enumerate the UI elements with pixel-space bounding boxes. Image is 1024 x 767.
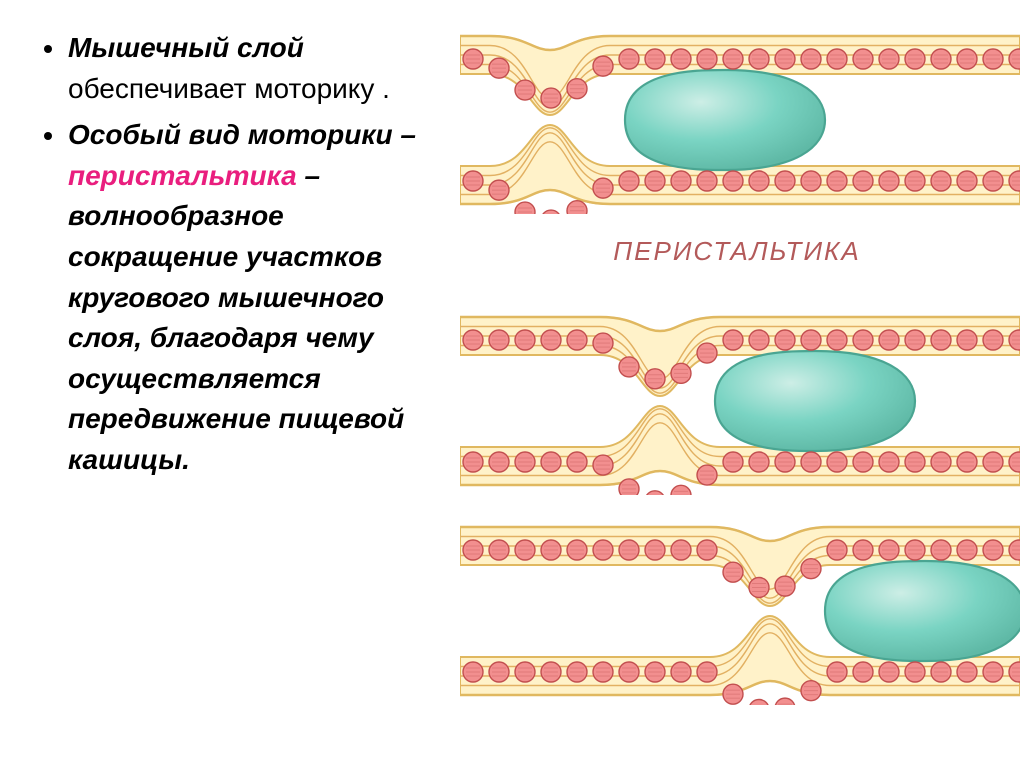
bullet-2-lead: Особый вид моторики –	[68, 119, 416, 150]
bullet-1-text: Мышечный слой обеспечивает моторику .	[68, 28, 440, 109]
diagram-container: ПЕРИСТАЛЬТИКА	[460, 0, 1024, 767]
bullet-1-bold: Мышечный слой	[68, 32, 304, 63]
diagram-title: ПЕРИСТАЛЬТИКА	[460, 236, 1014, 267]
peristalsis-stage-3	[460, 517, 1014, 705]
bullet-marker	[44, 45, 52, 53]
stage-svg	[460, 307, 1020, 495]
bullet-marker	[44, 132, 52, 140]
bullet-2-highlight: перистальтика	[68, 160, 297, 191]
peristalsis-stage-1	[460, 26, 1014, 214]
stage-svg	[460, 517, 1020, 705]
bullet-2: Особый вид моторики – перистальтика – во…	[44, 115, 440, 480]
bullet-1-rest: обеспечивает моторику .	[68, 73, 390, 104]
bullet-1: Мышечный слой обеспечивает моторику .	[44, 28, 440, 109]
peristalsis-stage-2	[460, 307, 1014, 495]
bullet-2-rest: – волнообразное сокращение участков круг…	[68, 160, 404, 475]
stage-svg	[460, 26, 1020, 214]
bullet-2-text: Особый вид моторики – перистальтика – во…	[68, 115, 440, 480]
